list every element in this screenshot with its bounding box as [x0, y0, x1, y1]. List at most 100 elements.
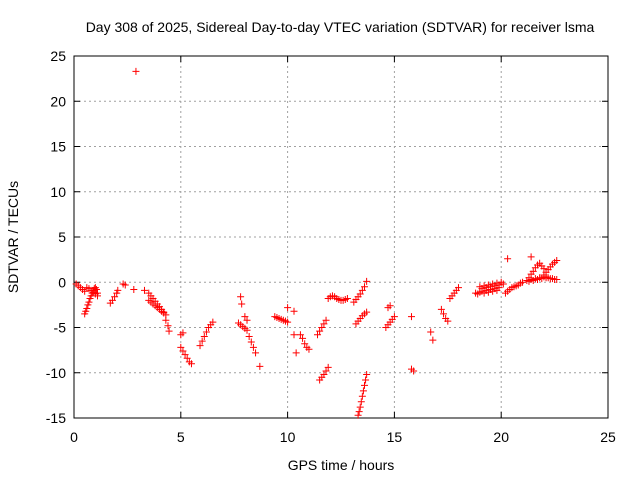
data-point	[237, 293, 245, 301]
data-point	[301, 340, 309, 348]
data-point	[322, 367, 330, 375]
y-tick-label: -10	[46, 365, 66, 381]
data-point	[290, 307, 298, 315]
data-point	[130, 285, 138, 293]
data-point	[410, 367, 418, 375]
data-point	[357, 398, 365, 406]
data-point	[140, 286, 148, 294]
y-tick-label: 25	[50, 48, 66, 64]
axis-ticks: 0 5 10 15 20 25 -15 -10 -5 0 5 10 15 20 25	[46, 48, 616, 445]
data-point	[427, 328, 435, 336]
data-point	[292, 349, 300, 357]
data-point	[121, 281, 129, 289]
data-point	[440, 310, 448, 318]
data-point	[444, 317, 452, 325]
data-point	[81, 287, 89, 295]
data-point	[356, 290, 364, 298]
data-point	[316, 327, 324, 335]
data-point	[322, 316, 330, 324]
data-point	[358, 392, 366, 400]
data-point	[519, 278, 527, 286]
data-point	[553, 276, 561, 284]
data-point	[305, 345, 313, 353]
x-axis-label: GPS time / hours	[288, 457, 395, 473]
data-point	[91, 284, 99, 292]
data-point	[454, 284, 462, 292]
data-point	[196, 342, 204, 350]
y-axis-label: SDTVAR / TECUs	[5, 181, 21, 293]
data-point	[527, 253, 535, 261]
data-point	[200, 333, 208, 341]
data-point	[183, 354, 191, 362]
data-point	[114, 286, 122, 294]
x-tick-label: 25	[600, 429, 616, 445]
data-points	[72, 67, 561, 419]
data-point	[209, 318, 217, 326]
data-point	[187, 360, 195, 368]
y-tick-label: 20	[50, 93, 66, 109]
x-tick-label: 5	[177, 429, 185, 445]
data-point	[179, 329, 187, 337]
data-point	[359, 387, 367, 395]
data-point	[243, 326, 251, 334]
data-point	[93, 292, 101, 300]
data-point	[356, 403, 364, 411]
data-point	[407, 313, 415, 321]
chart-title: Day 308 of 2025, Sidereal Day-to-day VTE…	[86, 19, 595, 35]
data-point	[245, 333, 253, 341]
data-point	[202, 328, 210, 336]
data-point	[111, 293, 119, 301]
data-point	[390, 313, 398, 321]
data-point	[247, 338, 255, 346]
data-point	[243, 316, 251, 324]
data-point	[363, 308, 371, 316]
data-point	[355, 408, 363, 416]
data-point	[362, 376, 370, 384]
data-point	[299, 334, 307, 342]
data-point	[284, 318, 292, 326]
data-point	[429, 336, 437, 344]
data-point	[177, 343, 185, 351]
data-point	[241, 313, 249, 321]
x-tick-label: 20	[493, 429, 509, 445]
y-tick-label: 15	[50, 139, 66, 155]
data-point	[249, 343, 257, 351]
data-point	[165, 327, 173, 335]
data-point	[363, 277, 371, 285]
data-point	[553, 257, 561, 265]
data-point	[354, 411, 362, 419]
x-tick-label: 15	[387, 429, 403, 445]
data-point	[85, 298, 93, 306]
data-point	[290, 331, 298, 339]
data-point	[360, 283, 368, 291]
data-point	[358, 286, 366, 294]
x-tick-label: 10	[280, 429, 296, 445]
data-point	[437, 305, 445, 313]
data-point	[164, 322, 172, 330]
data-point	[320, 371, 328, 379]
data-point	[360, 381, 368, 389]
data-point	[83, 304, 91, 312]
data-point	[296, 331, 304, 339]
data-point	[529, 267, 537, 275]
data-point	[314, 331, 322, 339]
y-tick-label: -15	[46, 410, 66, 426]
data-point	[198, 337, 206, 345]
data-point	[132, 67, 140, 75]
data-point	[363, 371, 371, 379]
data-point	[504, 255, 512, 263]
data-point	[386, 302, 394, 310]
data-point	[162, 316, 170, 324]
data-point	[256, 362, 264, 370]
data-point	[238, 300, 246, 308]
data-point	[343, 295, 351, 303]
data-point	[284, 304, 292, 312]
data-point	[324, 363, 332, 371]
data-point	[318, 324, 326, 331]
data-point	[320, 320, 328, 328]
y-tick-label: -5	[54, 320, 67, 336]
x-tick-label: 0	[70, 429, 78, 445]
data-point	[181, 351, 189, 359]
data-point	[252, 349, 260, 357]
